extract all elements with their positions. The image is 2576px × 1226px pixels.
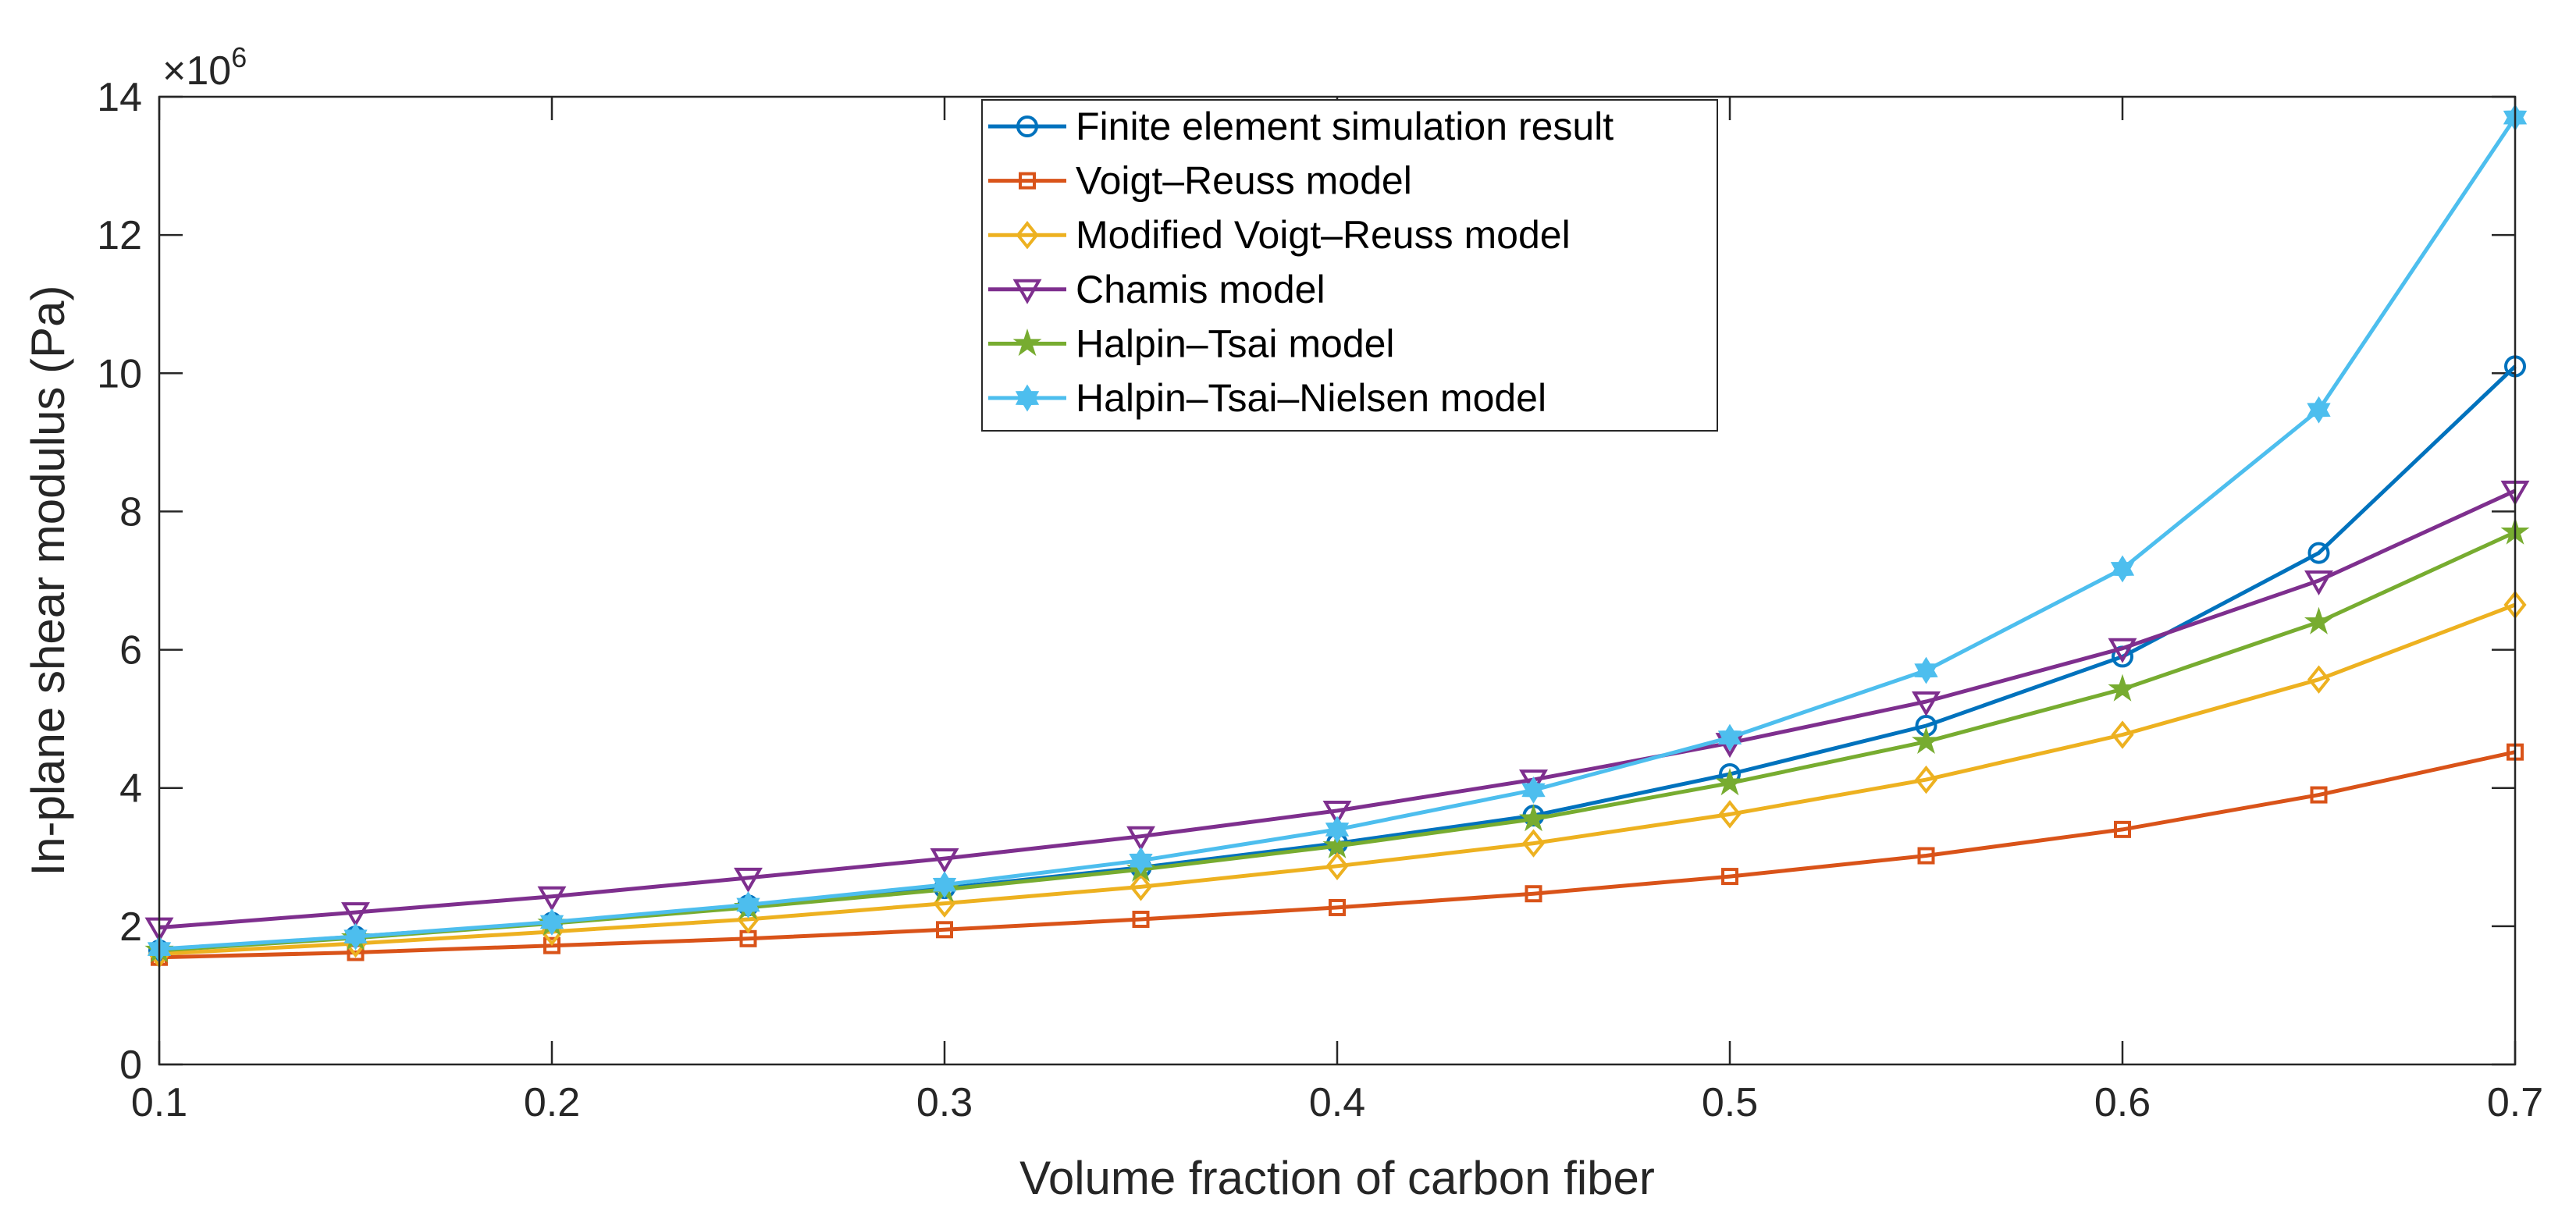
x-tick-label: 0.4 <box>1309 1080 1365 1125</box>
data-point <box>543 936 560 954</box>
data-point <box>1519 769 1548 795</box>
legend-label: Halpin–Tsai model <box>1076 322 1395 365</box>
series-3 <box>144 480 2530 943</box>
data-point <box>1715 768 1745 796</box>
data-point <box>1521 829 1546 858</box>
legend-marker <box>1012 328 1042 357</box>
y-exponent-label: ×106 <box>162 41 247 94</box>
legend-item: Modified Voigt–Reuss model <box>988 213 1571 257</box>
data-point <box>1129 872 1153 901</box>
data-point <box>1519 804 1548 832</box>
y-tick-label: 6 <box>119 628 142 673</box>
y-tick-label: 8 <box>119 489 142 535</box>
data-point <box>1126 826 1155 851</box>
legend-item: Halpin–Tsai–Nielsen model <box>988 376 1546 420</box>
x-axis-title: Volume fraction of carbon fiber <box>1019 1152 1655 1204</box>
data-point <box>2307 396 2331 424</box>
data-point <box>1325 816 1350 844</box>
legend-marker <box>1016 115 1038 137</box>
data-point <box>2114 820 2131 838</box>
y-tick-label: 10 <box>97 351 142 396</box>
x-tick-label: 0.1 <box>131 1080 187 1125</box>
data-point <box>930 848 959 874</box>
y-tick-label: 0 <box>119 1043 142 1088</box>
data-point <box>1912 726 1941 755</box>
data-point <box>1525 885 1542 903</box>
legend-label: Chamis model <box>1076 268 1325 311</box>
data-point <box>1322 800 1352 826</box>
data-point <box>2304 570 2333 596</box>
y-tick-label: 2 <box>119 904 142 950</box>
data-point <box>1914 656 1938 684</box>
data-point <box>341 902 370 928</box>
data-point <box>1129 847 1153 875</box>
data-point <box>2307 542 2330 564</box>
series-line <box>158 489 2517 930</box>
tick-labels: 0.1 0.2 0.3 0.4 0.5 0.6 0.7 0 2 4 6 8 10 12 14 <box>97 75 2543 1125</box>
data-point <box>1721 868 1738 886</box>
legend-marker <box>1015 384 1040 412</box>
data-point <box>734 867 763 893</box>
data-point <box>1718 800 1742 829</box>
x-tick-label: 0.7 <box>2487 1080 2543 1125</box>
legend-box <box>981 99 1718 432</box>
data-point <box>537 886 567 912</box>
series-layer <box>144 104 2530 968</box>
data-point <box>932 871 957 899</box>
data-point <box>2307 665 2331 694</box>
data-point <box>1521 776 1546 804</box>
data-point <box>2310 786 2328 804</box>
y-tick-label: 12 <box>97 213 142 258</box>
data-point <box>1325 851 1349 881</box>
legend-item: Halpin–Tsai model <box>988 322 1395 365</box>
legend-label: Finite element simulation result <box>1076 105 1614 148</box>
x-tick-label: 0.5 <box>1702 1080 1758 1125</box>
data-point <box>1329 898 1346 916</box>
legend: Finite element simulation result Voigt–Re… <box>981 99 1718 432</box>
legend-marker <box>1012 279 1042 304</box>
legend-label: Halpin–Tsai–Nielsen model <box>1076 376 1546 420</box>
y-axis-title: In-plane shear modulus (Pa) <box>22 285 74 876</box>
data-point <box>2108 673 2137 702</box>
plot-frame <box>158 95 2517 1066</box>
data-point <box>2111 720 2134 749</box>
x-tick-label: 0.2 <box>524 1080 580 1125</box>
data-point <box>2110 555 2135 583</box>
data-point <box>1917 847 1935 865</box>
data-point <box>736 890 760 919</box>
data-point <box>936 921 953 939</box>
data-point <box>539 908 564 936</box>
legend-marker <box>1016 220 1039 250</box>
legend-item: Voigt–Reuss model <box>988 159 1412 203</box>
data-point <box>1914 765 1938 794</box>
data-point <box>1717 723 1742 752</box>
x-tick-label: 0.6 <box>2094 1080 2151 1125</box>
legend-label: Voigt–Reuss model <box>1076 159 1412 203</box>
x-tick-label: 0.3 <box>916 1080 973 1125</box>
legend-item: Finite element simulation result <box>988 105 1614 148</box>
data-point <box>1132 911 1150 928</box>
legend-item: Chamis model <box>988 268 1325 311</box>
data-point <box>343 922 368 951</box>
legend-label: Modified Voigt–Reuss model <box>1076 213 1571 257</box>
data-point <box>2304 606 2333 634</box>
data-point <box>2108 638 2137 663</box>
y-tick-label: 14 <box>97 75 142 120</box>
legend-marker <box>1019 172 1036 190</box>
data-point <box>1912 691 1941 717</box>
y-tick-label: 4 <box>119 766 142 812</box>
data-point <box>1322 830 1352 858</box>
